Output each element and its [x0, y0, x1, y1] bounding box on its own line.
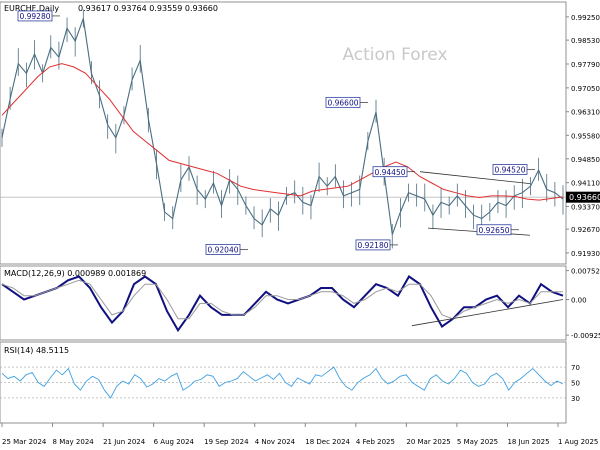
time-tick-label: 5 May 2025 — [457, 438, 498, 446]
time-tick-label: 8 May 2024 — [53, 438, 95, 446]
price-tick-label: 0.94850 — [571, 156, 600, 164]
time-tick-label: 19 Sep 2024 — [204, 438, 249, 446]
rsi-tick-label: 50 — [571, 380, 580, 388]
macd-axis: 0.007525 0.00 -0.009252 — [566, 268, 600, 340]
price-annotations: 0.99280 0.96600 0.94450 0.94520 0.92040 0.921… — [17, 10, 535, 255]
price-tick-label: 0.97790 — [571, 61, 600, 69]
level-label: 0.92180 — [357, 241, 388, 250]
level-label: 0.94520 — [494, 166, 525, 175]
time-tick-label: 18 Jun 2025 — [507, 438, 549, 446]
rsi-line — [1, 366, 564, 399]
time-tick-label: 4 Nov 2024 — [255, 438, 296, 446]
price-tick-label: 0.93370 — [571, 204, 600, 212]
price-tick-label: 0.98530 — [571, 37, 600, 45]
time-tick-label: 25 Mar 2024 — [2, 438, 47, 446]
time-tick-label: 18 Dec 2024 — [305, 438, 350, 446]
channel-upper-line — [419, 171, 531, 185]
rsi-panel: RSI(14) 48.5115 70 50 30 — [0, 341, 580, 424]
macd-line-macd — [1, 275, 564, 333]
price-title: EURCHF,Daily — [4, 4, 59, 13]
watermark: Action Forex — [342, 45, 447, 65]
svg-text:0.93660: 0.93660 — [569, 193, 600, 202]
rsi-axis: 70 50 30 — [0, 364, 580, 403]
time-tick-label: 20 Mar 2025 — [406, 438, 450, 446]
time-axis: 25 Mar 2024 8 May 2024 21 Jun 2024 6 Aug 20… — [1, 423, 598, 446]
macd-panel: MACD(12,26,9) 0.000989 0.001869 0.007525… — [0, 265, 600, 341]
price-axis: 0.99250 0.98530 0.97790 0.97050 0.96310 0.955… — [0, 14, 600, 258]
series-line-ma — [1, 63, 564, 201]
macd-line-signal — [1, 279, 563, 320]
price-panel: Action Forex EURCHF,Daily 0.93617 0.9376… — [0, 1, 600, 265]
price-tick-label: 0.94110 — [571, 180, 600, 188]
current-price-tag: 0.93660 — [566, 191, 600, 203]
macd-series — [1, 275, 564, 333]
macd-title: MACD(12,26,9) 0.000989 0.001869 — [4, 269, 146, 278]
price-tick-label: 0.95580 — [571, 132, 600, 140]
time-tick-label: 4 Feb 2025 — [356, 438, 395, 446]
macd-tick-label: -0.009252 — [571, 332, 600, 340]
time-tick-label: 6 Aug 2024 — [154, 438, 195, 446]
level-label: 0.94450 — [374, 168, 405, 177]
rsi-tick-label: 30 — [571, 395, 580, 403]
level-label: 0.92650 — [478, 226, 509, 235]
macd-tick-label: 0.007525 — [571, 268, 600, 276]
time-tick-label: 1 Aug 2025 — [558, 438, 598, 446]
price-tick-label: 0.96310 — [571, 109, 600, 117]
level-label: 0.92040 — [207, 246, 238, 255]
price-tick-label: 0.92670 — [571, 226, 600, 234]
macd-tick-label: 0.00 — [571, 297, 587, 305]
price-tick-label: 0.97050 — [571, 85, 600, 93]
price-tick-label: 0.99250 — [571, 14, 600, 22]
macd-trendline — [411, 299, 564, 327]
level-label: 0.99280 — [19, 12, 50, 21]
time-tick-label: 21 Jun 2024 — [103, 438, 146, 446]
level-label: 0.96600 — [327, 99, 358, 108]
rsi-tick-label: 70 — [571, 364, 580, 372]
rsi-series — [1, 366, 564, 399]
price-series — [1, 9, 564, 249]
ohlc-readout: 0.93617 0.93764 0.93559 0.93660 — [78, 4, 218, 13]
price-tick-label: 0.91930 — [571, 250, 600, 258]
rsi-title: RSI(14) 48.5115 — [4, 346, 69, 355]
